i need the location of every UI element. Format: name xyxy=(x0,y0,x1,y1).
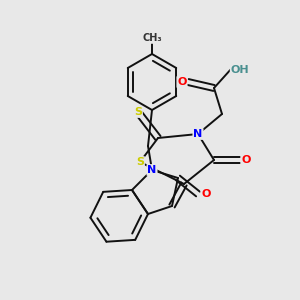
Text: CH₃: CH₃ xyxy=(142,33,162,43)
Text: N: N xyxy=(194,129,202,139)
Text: O: O xyxy=(177,77,187,87)
Text: N: N xyxy=(147,165,157,175)
Text: S: S xyxy=(134,107,142,117)
Text: O: O xyxy=(201,189,211,199)
Text: S: S xyxy=(136,157,144,167)
Text: O: O xyxy=(241,155,251,165)
Text: OH: OH xyxy=(231,65,249,75)
